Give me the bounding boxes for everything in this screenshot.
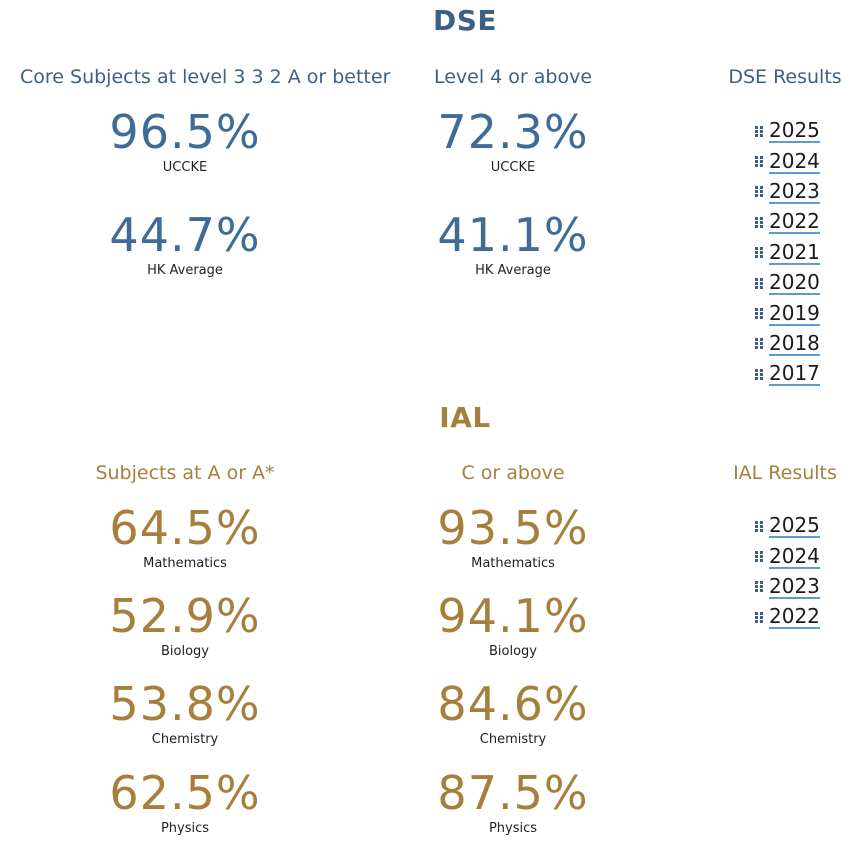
list-item: 2023 [755, 177, 820, 207]
grid-bullet-icon [755, 581, 763, 593]
stat-label: Chemistry [151, 732, 219, 747]
ial-year-link[interactable]: 2025 [769, 513, 820, 539]
ial-year-link[interactable]: 2023 [769, 573, 820, 599]
dse-year-link[interactable]: 2021 [769, 239, 820, 265]
stat-value: 93.5% [437, 501, 589, 555]
stat-label: Mathematics [143, 556, 227, 571]
ial-c-physics-stat: 87.5% Physics [348, 767, 678, 836]
grid-bullet-icon [755, 338, 763, 350]
list-item: 2022 [755, 207, 820, 237]
stat-label: Mathematics [471, 556, 555, 571]
grid-bullet-icon [755, 551, 763, 563]
stat-label: Biology [161, 644, 209, 659]
ial-c-mathematics-stat: 93.5% Mathematics [348, 502, 678, 571]
stat-value: 44.7% [109, 208, 261, 262]
stat-value: 87.5% [437, 766, 589, 820]
stat-value: 53.8% [109, 677, 261, 731]
list-item: 2025 [755, 116, 820, 146]
ial-a-chemistry-stat: 53.8% Chemistry [20, 678, 350, 747]
ial-year-link[interactable]: 2022 [769, 604, 820, 630]
dse-results-heading: DSE Results [728, 66, 842, 88]
dse-year-link[interactable]: 2022 [769, 209, 820, 235]
ial-a-biology-stat: 52.9% Biology [20, 590, 350, 659]
dse-year-link[interactable]: 2019 [769, 300, 820, 326]
stat-label: HK Average [475, 263, 551, 278]
list-item: 2024 [755, 541, 820, 571]
stat-value: 52.9% [109, 589, 261, 643]
grid-bullet-icon [755, 520, 763, 532]
dse-level4-hk-average-stat: 41.1% HK Average [348, 209, 678, 278]
dse-year-link[interactable]: 2023 [769, 178, 820, 204]
grid-bullet-icon [755, 156, 763, 168]
dse-year-link[interactable]: 2020 [769, 270, 820, 296]
dse-core-uccke-stat: 96.5% UCCKE [20, 106, 350, 175]
ial-results-year-list: 2025 2024 2023 2022 [755, 511, 820, 633]
stat-value: 72.3% [437, 105, 589, 159]
list-item: 2025 [755, 511, 820, 541]
list-item: 2024 [755, 146, 820, 176]
grid-bullet-icon [755, 216, 763, 228]
ial-section-title: IAL [439, 401, 491, 434]
stat-value: 64.5% [109, 501, 261, 555]
stat-label: Biology [489, 644, 537, 659]
grid-bullet-icon [755, 186, 763, 198]
grid-bullet-icon [755, 277, 763, 289]
ial-year-link[interactable]: 2024 [769, 543, 820, 569]
stat-label: UCCKE [162, 160, 208, 175]
stat-label: Physics [160, 821, 210, 836]
ial-results-heading: IAL Results [733, 462, 837, 484]
list-item: 2017 [755, 359, 820, 389]
stat-label: HK Average [147, 263, 223, 278]
list-item: 2018 [755, 329, 820, 359]
stat-value: 62.5% [109, 766, 261, 820]
grid-bullet-icon [755, 125, 763, 137]
list-item: 2022 [755, 602, 820, 632]
grid-bullet-icon [755, 611, 763, 623]
grid-bullet-icon [755, 308, 763, 320]
stat-value: 96.5% [109, 105, 261, 159]
dse-year-link[interactable]: 2024 [769, 148, 820, 174]
stat-label: UCCKE [490, 160, 536, 175]
dse-year-link[interactable]: 2018 [769, 330, 820, 356]
list-item: 2019 [755, 298, 820, 328]
list-item: 2023 [755, 572, 820, 602]
list-item: 2021 [755, 238, 820, 268]
ial-a-mathematics-stat: 64.5% Mathematics [20, 502, 350, 571]
dse-core-hk-average-stat: 44.7% HK Average [20, 209, 350, 278]
grid-bullet-icon [755, 368, 763, 380]
dse-level4-uccke-stat: 72.3% UCCKE [348, 106, 678, 175]
ial-c-chemistry-stat: 84.6% Chemistry [348, 678, 678, 747]
dse-results-year-list: 2025 2024 2023 2022 2021 2020 2019 2018 … [755, 116, 820, 390]
stat-label: Physics [488, 821, 538, 836]
ial-a-physics-stat: 62.5% Physics [20, 767, 350, 836]
ial-c-or-above-heading: C or above [461, 462, 565, 484]
ial-c-biology-stat: 94.1% Biology [348, 590, 678, 659]
dse-section-title: DSE [432, 4, 498, 37]
dse-year-link[interactable]: 2025 [769, 118, 820, 144]
ial-a-star-heading: Subjects at A or A* [95, 462, 275, 484]
dse-level4-heading: Level 4 or above [433, 66, 593, 88]
stat-value: 41.1% [437, 208, 589, 262]
grid-bullet-icon [755, 247, 763, 259]
dse-year-link[interactable]: 2017 [769, 361, 820, 387]
stat-value: 94.1% [437, 589, 589, 643]
stat-value: 84.6% [437, 677, 589, 731]
list-item: 2020 [755, 268, 820, 298]
dse-core-subjects-heading: Core Subjects at level 3 3 2 A or better [20, 66, 391, 88]
stat-label: Chemistry [479, 732, 547, 747]
